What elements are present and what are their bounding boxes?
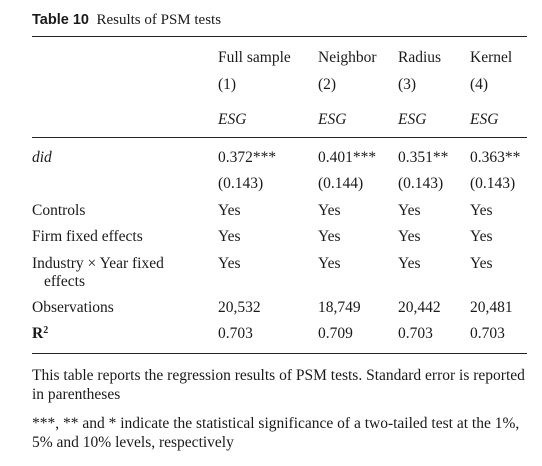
col-number-2: (2) [318,76,337,93]
did-se-1: (0.143) [218,175,264,192]
firm-fe-value-3: Yes [398,228,421,245]
col-dependent-2: ESG [318,111,347,128]
col-header-full-sample: Full sample [218,49,291,66]
row-label-r2: R2 [32,325,48,343]
header-rule [32,137,527,138]
r2-value-2: 0.709 [318,325,353,342]
controls-value-4: Yes [470,202,493,219]
col-header-kernel: Kernel [470,49,513,66]
did-coef-4: 0.363** [470,149,521,166]
controls-value-3: Yes [398,202,421,219]
firm-fe-value-2: Yes [318,228,341,245]
row-label-observations: Observations [32,299,114,316]
r2-value-1: 0.703 [218,325,253,342]
firm-fe-value-1: Yes [218,228,241,245]
col-number-3: (3) [398,76,417,93]
row-label-did: did [32,149,52,166]
ind-year-fe-value-1: Yes [218,255,241,272]
ind-year-fe-value-2: Yes [318,255,341,272]
observations-value-3: 20,442 [398,299,441,316]
row-label-industry-year-fe-cont: effects [44,273,86,290]
row-label-controls: Controls [32,202,86,219]
ind-year-fe-value-4: Yes [470,255,493,272]
col-dependent-3: ESG [398,111,427,128]
col-number-1: (1) [218,76,237,93]
controls-value-1: Yes [218,202,241,219]
r2-letter: R [32,325,44,342]
did-se-2: (0.144) [318,175,364,192]
row-label-firm-fe: Firm fixed effects [32,228,143,245]
did-se-4: (0.143) [470,175,516,192]
observations-value-2: 18,749 [318,299,361,316]
table-title: Results of PSM tests [96,12,222,28]
observations-value-1: 20,532 [218,299,261,316]
did-coef-1: 0.372*** [218,149,277,166]
did-coef-2: 0.401*** [318,149,377,166]
top-rule [32,36,527,38]
controls-value-2: Yes [318,202,341,219]
col-number-4: (4) [470,76,489,93]
table-caption: Table 10 Results of PSM tests [32,12,221,29]
col-header-neighbor: Neighbor [318,49,377,66]
table-note-1: This table reports the regression result… [32,367,525,403]
table-label: Table 10 [32,12,89,28]
ind-year-fe-value-3: Yes [398,255,421,272]
r2-value-3: 0.703 [398,325,433,342]
col-dependent-1: ESG [218,111,247,128]
row-label-industry-year-fe: Industry × Year fixed [32,255,164,272]
col-dependent-4: ESG [470,111,499,128]
observations-value-4: 20,481 [470,299,513,316]
r2-superscript: 2 [43,325,49,336]
did-se-3: (0.143) [398,175,444,192]
firm-fe-value-4: Yes [470,228,493,245]
col-header-radius: Radius [398,49,442,66]
did-coef-3: 0.351** [398,149,449,166]
bottom-rule [32,353,527,355]
table-note-2: ***, ** and * indicate the statistical s… [32,415,520,451]
r2-value-4: 0.703 [470,325,505,342]
